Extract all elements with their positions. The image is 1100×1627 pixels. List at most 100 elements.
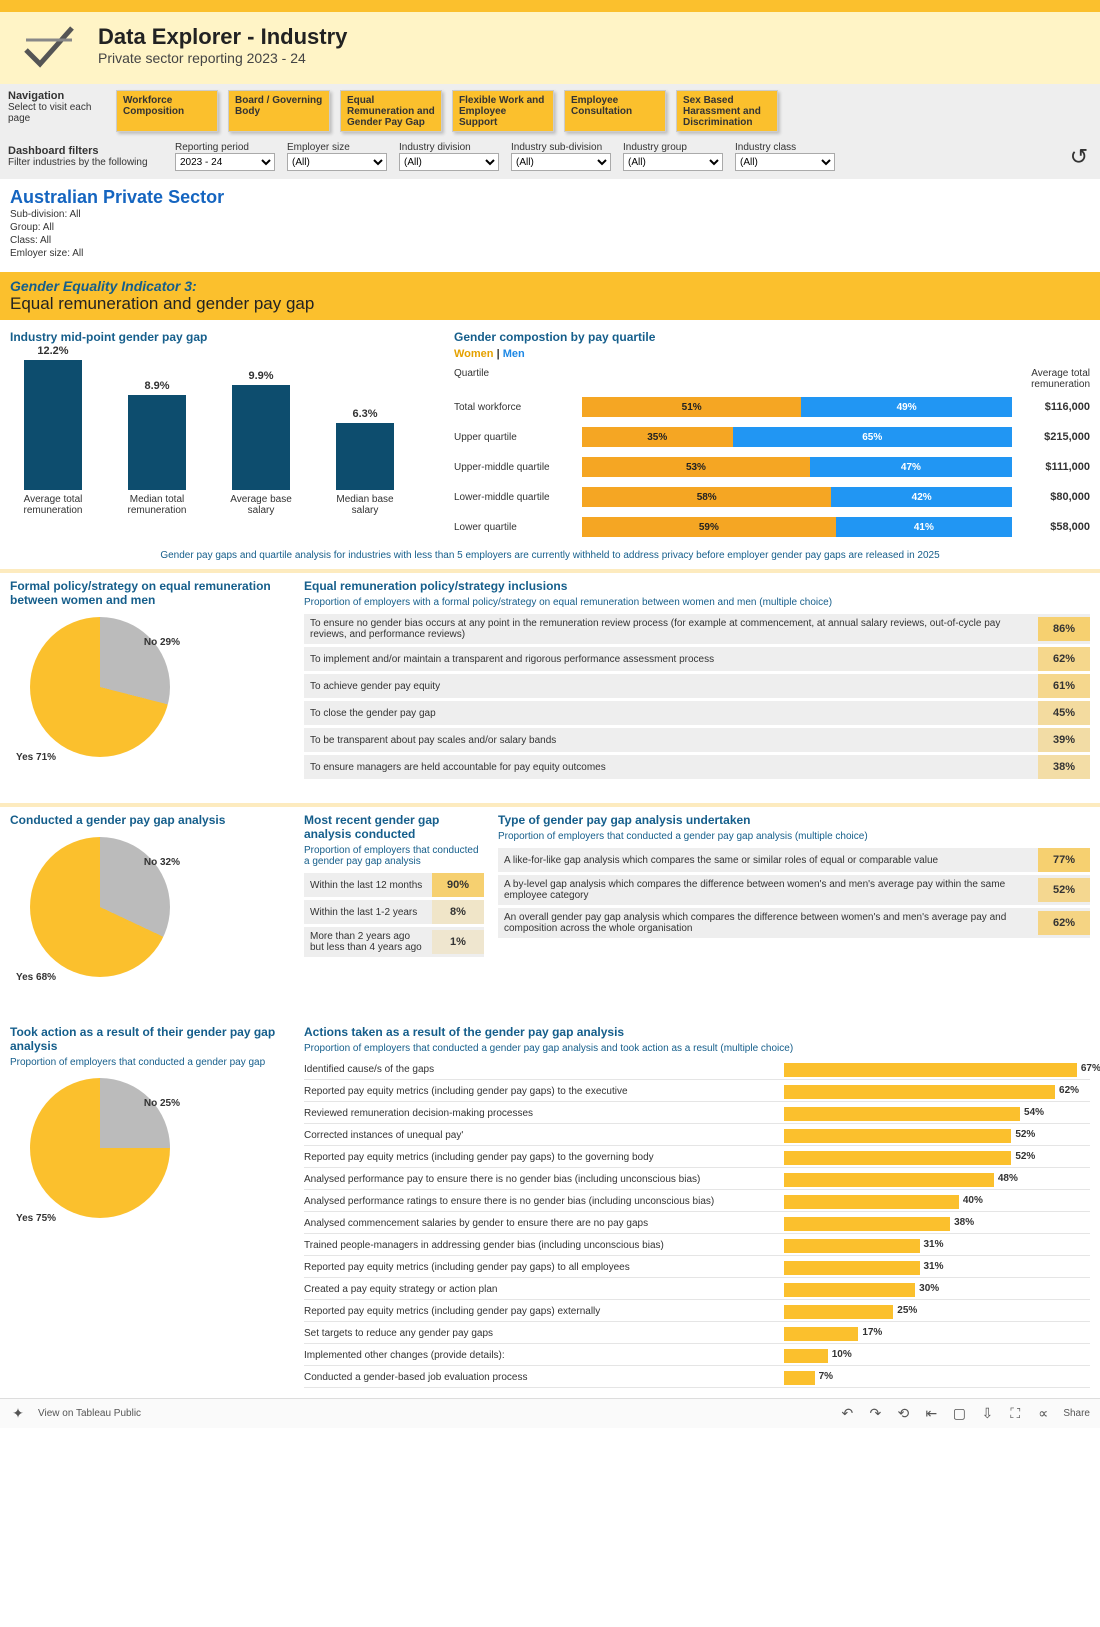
undo-icon[interactable]: ↶ xyxy=(839,1406,855,1422)
gei-title: Gender Equality Indicator 3: xyxy=(10,278,1090,294)
bar-col: 6.3%Median base salary xyxy=(322,408,408,516)
actions-title: Actions taken as a result of the gender … xyxy=(304,1025,1090,1039)
nav-tab-1[interactable]: Board / Governing Body xyxy=(228,90,330,132)
hbar-row: Trained people-managers in addressing ge… xyxy=(304,1236,1090,1256)
quartile-row: Lower-middle quartile58%42%$80,000 xyxy=(454,484,1090,510)
recent-title: Most recent gender gap analysis conducte… xyxy=(304,813,484,841)
nav-tab-5[interactable]: Sex Based Harassment and Discrimination xyxy=(676,90,778,132)
download-icon[interactable]: ⇩ xyxy=(979,1406,995,1422)
quartile-row: Lower quartile59%41%$58,000 xyxy=(454,514,1090,540)
hbar-row: Reported pay equity metrics (including g… xyxy=(304,1082,1090,1102)
filter-select-1[interactable]: (All) xyxy=(287,153,387,171)
table-row: To be transparent about pay scales and/o… xyxy=(304,728,1090,755)
filters-title: Dashboard filters xyxy=(8,145,98,157)
bar-col: 12.2%Average total remuneration xyxy=(10,345,96,516)
filter-label-4: Industry group xyxy=(623,142,723,153)
table-row: To ensure managers are held accountable … xyxy=(304,755,1090,782)
share-label[interactable]: Share xyxy=(1063,1408,1090,1419)
tableau-icon[interactable]: ✦ xyxy=(10,1406,26,1422)
hbar-row: Analysed commencement salaries by gender… xyxy=(304,1214,1090,1234)
table-row: Within the last 12 months90% xyxy=(304,873,484,900)
page-subtitle: Private sector reporting 2023 - 24 xyxy=(98,50,347,66)
hbar-row: Reported pay equity metrics (including g… xyxy=(304,1258,1090,1278)
hbar-row: Analysed performance ratings to ensure t… xyxy=(304,1192,1090,1212)
legend-men: Men xyxy=(503,348,525,360)
hbar-row: Identified cause/s of the gaps67% xyxy=(304,1060,1090,1080)
action-pie: No 25% Yes 75% xyxy=(10,1078,190,1258)
table-row: Within the last 1-2 years8% xyxy=(304,900,484,927)
recent-sub: Proportion of employers that conducted a… xyxy=(304,845,484,867)
midpoint-chart: 12.2%Average total remuneration8.9%Media… xyxy=(10,348,440,518)
filter-select-4[interactable]: (All) xyxy=(623,153,723,171)
quartile-title: Gender compostion by pay quartile xyxy=(454,330,1090,344)
bar-col: 9.9%Average base salary xyxy=(218,370,304,516)
filter-label-1: Employer size xyxy=(287,142,387,153)
filter-label-3: Industry sub-division xyxy=(511,142,611,153)
q-head-quartile: Quartile xyxy=(454,368,576,390)
hbar-row: Reported pay equity metrics (including g… xyxy=(304,1302,1090,1322)
hbar-row: Implemented other changes (provide detai… xyxy=(304,1346,1090,1366)
table-row: To ensure no gender bias occurs at any p… xyxy=(304,614,1090,647)
filters-row: Dashboard filtersFilter industries by th… xyxy=(0,138,1100,179)
filter-select-2[interactable]: (All) xyxy=(399,153,499,171)
hbar-row: Conducted a gender-based job evaluation … xyxy=(304,1368,1090,1388)
actions-sub: Proportion of employers that conducted a… xyxy=(304,1043,1090,1054)
table-row: More than 2 years ago but less than 4 ye… xyxy=(304,927,484,960)
header: Data Explorer - Industry Private sector … xyxy=(0,12,1100,84)
reset-footer-icon[interactable]: ⟲ xyxy=(895,1406,911,1422)
hbar-row: Corrected instances of unequal pay'52% xyxy=(304,1126,1090,1146)
type-title: Type of gender pay gap analysis undertak… xyxy=(498,813,1090,827)
filter-select-5[interactable]: (All) xyxy=(735,153,835,171)
device-icon[interactable]: ▢ xyxy=(951,1406,967,1422)
nav-tab-3[interactable]: Flexible Work and Employee Support xyxy=(452,90,554,132)
filter-label-2: Industry division xyxy=(399,142,499,153)
conducted-pie: No 32% Yes 68% xyxy=(10,837,190,1017)
table-row: A like-for-like gap analysis which compa… xyxy=(498,848,1090,875)
conducted-pie-title: Conducted a gender pay gap analysis xyxy=(10,813,290,827)
nav-title: Navigation xyxy=(8,90,64,102)
inclusions-title: Equal remuneration policy/strategy inclu… xyxy=(304,579,1090,593)
nav-row: NavigationSelect to visit each page Work… xyxy=(0,84,1100,138)
pause-icon[interactable]: ⇤ xyxy=(923,1406,939,1422)
bar-col: 8.9%Median total remuneration xyxy=(114,380,200,516)
gei-sub: Equal remuneration and gender pay gap xyxy=(10,294,1090,314)
view-on-tableau[interactable]: View on Tableau Public xyxy=(38,1408,141,1419)
logo-icon xyxy=(20,20,80,70)
sector-title: Australian Private Sector xyxy=(10,187,1090,208)
q-head-rem: Average total remuneration xyxy=(1010,368,1090,390)
share-icon[interactable]: ∝ xyxy=(1035,1406,1051,1422)
pie1-no: No 29% xyxy=(144,637,180,648)
redo-icon[interactable]: ↷ xyxy=(867,1406,883,1422)
legend-women: Women xyxy=(454,348,494,360)
table-row: A by-level gap analysis which compares t… xyxy=(498,875,1090,908)
pie2-no: No 32% xyxy=(144,857,180,868)
filter-label-5: Industry class xyxy=(735,142,835,153)
table-row: To achieve gender pay equity61% xyxy=(304,674,1090,701)
action-pie-sub: Proportion of employers that conducted a… xyxy=(10,1057,290,1068)
nav-tab-4[interactable]: Employee Consultation xyxy=(564,90,666,132)
pie3-no: No 25% xyxy=(144,1098,180,1109)
hbar-row: Set targets to reduce any gender pay gap… xyxy=(304,1324,1090,1344)
privacy-note: Gender pay gaps and quartile analysis fo… xyxy=(10,550,1090,561)
pie3-yes: Yes 75% xyxy=(16,1213,56,1224)
quartile-row: Upper-middle quartile53%47%$111,000 xyxy=(454,454,1090,480)
quartile-row: Upper quartile35%65%$215,000 xyxy=(454,424,1090,450)
reset-icon[interactable]: ↺ xyxy=(1066,144,1092,170)
table-row: To close the gender pay gap45% xyxy=(304,701,1090,728)
filter-label-0: Reporting period xyxy=(175,142,275,153)
sector-lines: Sub-division: AllGroup: AllClass: AllEml… xyxy=(10,208,1090,260)
inclusions-sub: Proportion of employers with a formal po… xyxy=(304,597,1090,608)
policy-pie: No 29% Yes 71% xyxy=(10,617,190,797)
fullscreen-icon[interactable]: ⛶ xyxy=(1007,1406,1023,1422)
nav-sub: Select to visit each page xyxy=(8,102,91,124)
filters-sub: Filter industries by the following xyxy=(8,157,148,168)
filter-select-3[interactable]: (All) xyxy=(511,153,611,171)
nav-tab-2[interactable]: Equal Remuneration and Gender Pay Gap xyxy=(340,90,442,132)
table-row: An overall gender pay gap analysis which… xyxy=(498,908,1090,941)
hbar-row: Reviewed remuneration decision-making pr… xyxy=(304,1104,1090,1124)
gei-band: Gender Equality Indicator 3: Equal remun… xyxy=(0,272,1100,320)
nav-tab-0[interactable]: Workforce Composition xyxy=(116,90,218,132)
hbar-row: Created a pay equity strategy or action … xyxy=(304,1280,1090,1300)
pie1-yes: Yes 71% xyxy=(16,752,56,763)
filter-select-0[interactable]: 2023 - 24 xyxy=(175,153,275,171)
